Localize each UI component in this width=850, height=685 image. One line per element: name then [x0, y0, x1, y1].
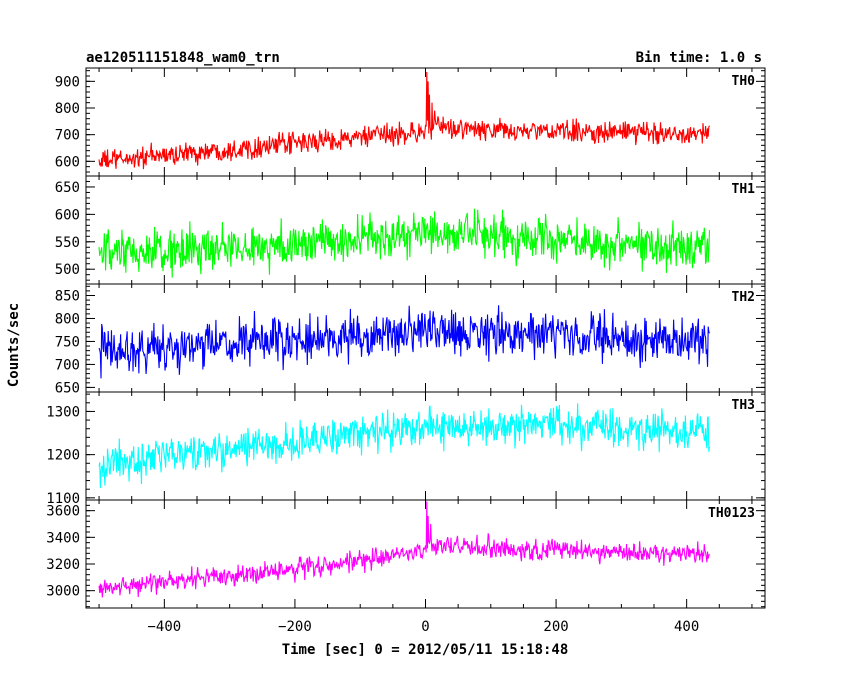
y-tick-label: 650 — [55, 380, 80, 396]
y-tick-label: 3200 — [46, 557, 80, 573]
y-tick-label: 3600 — [46, 504, 80, 520]
panel-label-th2: TH2 — [732, 290, 755, 305]
x-tick-label: 400 — [674, 619, 699, 635]
y-tick-label: 600 — [55, 154, 80, 170]
series-th3-line — [98, 403, 711, 489]
y-tick-label: 1200 — [46, 448, 80, 464]
y-tick-label: 700 — [55, 128, 80, 144]
series-th0123-line — [98, 501, 710, 598]
y-tick-label: 800 — [55, 311, 80, 327]
series-th2-line — [98, 305, 710, 379]
panel-label-th0123: TH0123 — [708, 506, 755, 521]
y-tick-label: 700 — [55, 357, 80, 373]
panel-th3: 1100 1200 1300 TH3 — [46, 391, 766, 507]
y-tick-label: 3400 — [46, 530, 80, 546]
x-axis: −400 −200 0 200 400 — [147, 619, 699, 635]
y-tick-label: 1300 — [46, 404, 80, 420]
panel-label-th0: TH0 — [732, 74, 756, 89]
series-th0-line — [98, 71, 710, 170]
y-tick-label: 850 — [55, 288, 80, 304]
panel-th1: 500 550 600 650 TH1 — [55, 175, 766, 285]
panel-label-th1: TH1 — [732, 182, 756, 197]
x-tick-label: 0 — [421, 619, 429, 635]
y-axis-label: Counts/sec — [6, 303, 22, 387]
y-tick-label: 3000 — [46, 584, 80, 600]
panel-th0123: 3000 3200 3400 3600 TH0123 — [46, 499, 766, 609]
y-tick-label: 1100 — [46, 491, 80, 507]
series-th1-line — [98, 208, 711, 278]
panel-th0: 600 700 800 900 TH0 — [55, 67, 766, 177]
panels-group: 600 700 800 900 TH0 500 550 600 650 TH1 650 700 750 8… — [46, 67, 766, 609]
x-tick-label: 200 — [543, 619, 568, 635]
y-tick-label: 750 — [55, 334, 80, 350]
y-tick-label: 600 — [55, 207, 80, 223]
y-tick-label: 650 — [55, 180, 80, 196]
panel-label-th3: TH3 — [732, 398, 755, 413]
plot-title: ae120511151848_wam0_trn — [86, 50, 280, 66]
y-tick-label: 800 — [55, 101, 80, 117]
panel-th2: 650 700 750 800 850 TH2 — [55, 283, 766, 396]
bin-time-label: Bin time: 1.0 s — [636, 50, 762, 66]
y-tick-label: 550 — [55, 235, 80, 251]
x-axis-label: Time [sec] 0 = 2012/05/11 15:18:48 — [282, 642, 569, 658]
panel-frame — [85, 391, 766, 501]
y-tick-label: 900 — [55, 74, 80, 90]
y-tick-label: 500 — [55, 262, 80, 278]
x-tick-label: −200 — [278, 619, 312, 635]
x-tick-label: −400 — [147, 619, 181, 635]
